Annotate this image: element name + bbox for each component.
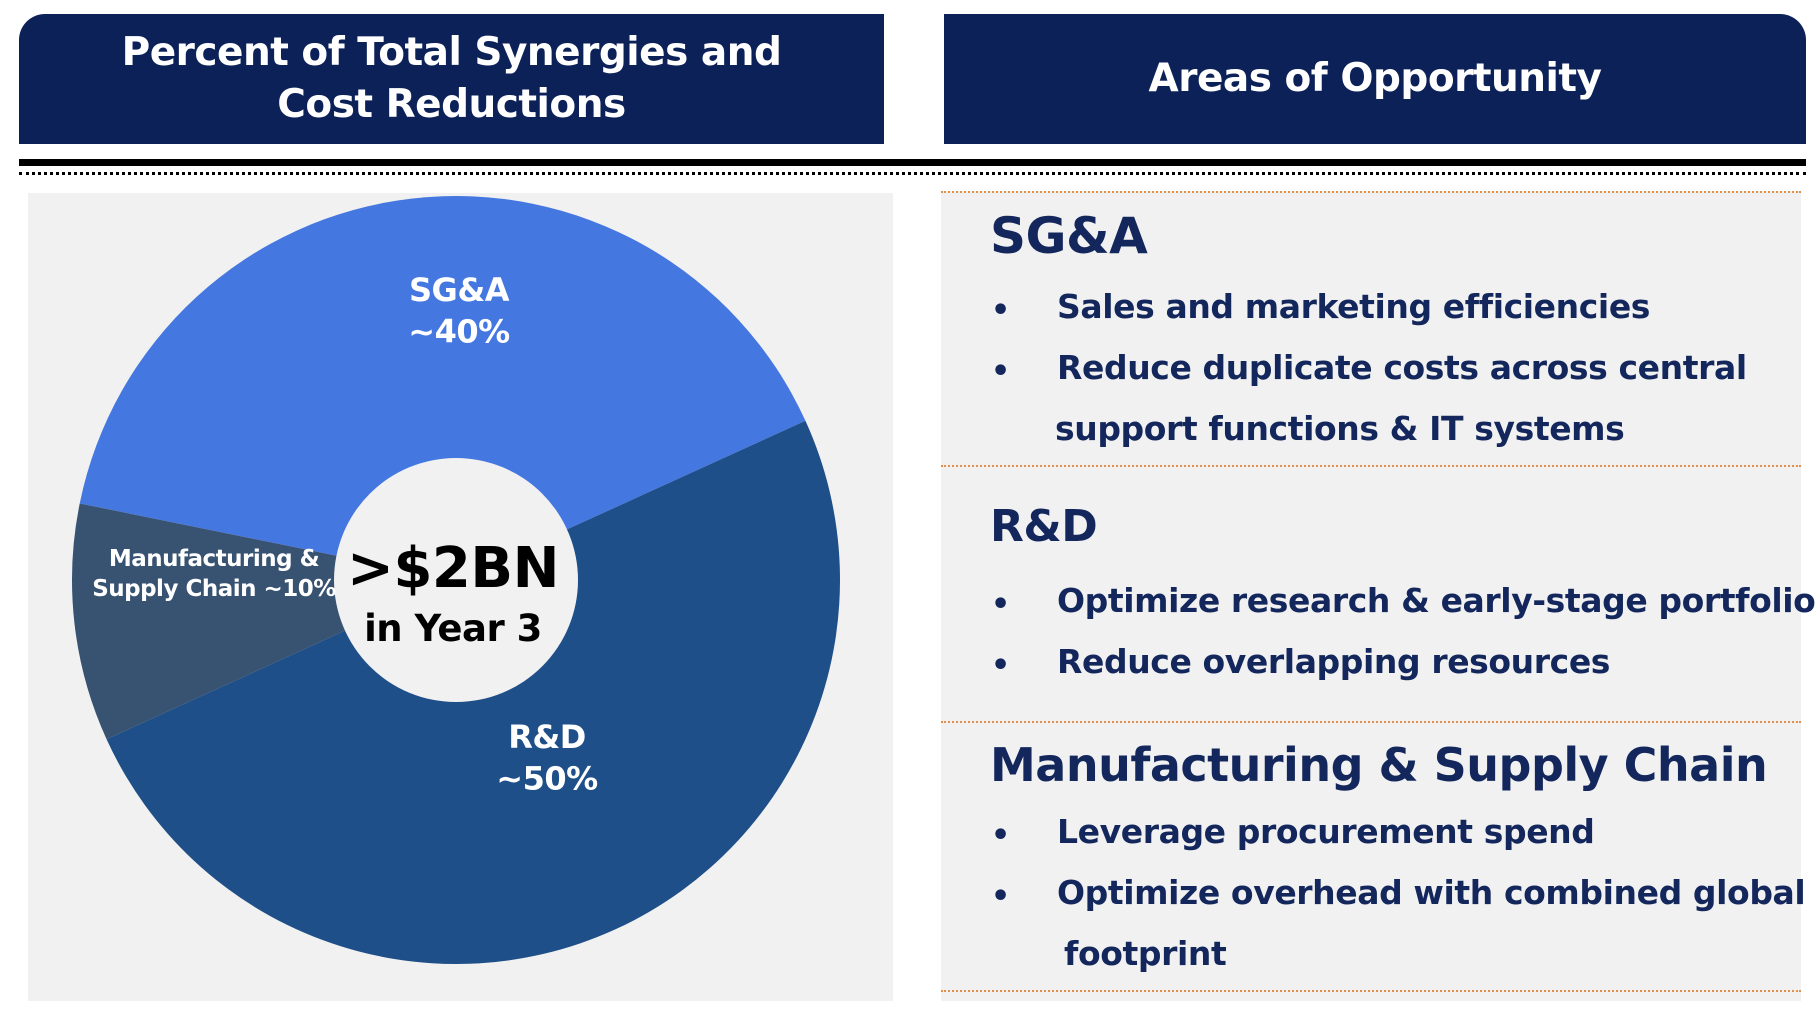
bullet-text: Optimize overhead with combined global	[1057, 873, 1806, 912]
bullet-marker: •	[991, 818, 1011, 853]
pie-label-r-d-line2: ~50%	[496, 760, 598, 798]
bullet-text: Optimize research & early-stage portfoli…	[1057, 581, 1816, 620]
header-divider-solid	[19, 159, 1806, 166]
section-separator	[941, 721, 1801, 723]
chart-header-line-2: Cost Reductions	[277, 82, 626, 127]
bullet-text: Sales and marketing efficiencies	[1057, 287, 1651, 326]
bullet-marker: •	[991, 879, 1011, 914]
bullet-marker: •	[991, 587, 1011, 622]
chart-panel-header: Percent of Total Synergies and Cost Redu…	[19, 14, 884, 144]
bullet-text: Leverage procurement spend	[1057, 812, 1595, 851]
bullet-text: Reduce duplicate costs across central	[1057, 348, 1747, 387]
pie-center-subtitle: in Year 3	[364, 607, 542, 650]
chart-header-line-1: Percent of Total Synergies and	[121, 30, 782, 75]
pie-chart: >$2BN in Year 3 SG&A ~40% R&D ~50% Manufacturi…	[72, 195, 840, 964]
section-title-sga: SG&A	[990, 207, 1148, 265]
opportunities-panel: SG&A • Sales and marketing efficiencies …	[941, 191, 1816, 1001]
pie-label-manufacturing-supply-chain-line2: Supply Chain ~10%	[92, 576, 336, 602]
pie-chart-panel: >$2BN in Year 3 SG&A ~40% R&D ~50% Manufacturi…	[28, 193, 893, 1001]
pie-label-r-d-line1: R&D	[508, 718, 586, 756]
bullet-marker: •	[991, 354, 1011, 389]
bullet-text: Reduce overlapping resources	[1057, 642, 1611, 681]
bullet-text-continuation: support functions & IT systems	[1055, 409, 1625, 448]
pie-slice-sg-a	[79, 195, 806, 581]
section-separator	[941, 465, 1801, 467]
opportunities-header-title: Areas of Opportunity	[1148, 56, 1602, 101]
pie-center-total: >$2BN	[347, 536, 559, 601]
bullet-marker: •	[991, 648, 1011, 683]
section-separator	[941, 990, 1801, 992]
opportunities-panel-header: Areas of Opportunity	[944, 14, 1806, 144]
pie-center-hole	[334, 458, 578, 702]
header-divider-dotted	[19, 172, 1806, 175]
section-separator	[941, 191, 1801, 193]
bullet-text-continuation: footprint	[1064, 934, 1227, 973]
section-title-manufacturing: Manufacturing & Supply Chain	[990, 738, 1768, 792]
pie-label-sg-a-line2: ~40%	[408, 313, 510, 351]
section-title-rd: R&D	[990, 501, 1098, 552]
pie-label-sg-a-line1: SG&A	[409, 271, 510, 309]
bullet-marker: •	[991, 293, 1011, 328]
pie-label-manufacturing-supply-chain-line1: Manufacturing &	[109, 546, 320, 572]
